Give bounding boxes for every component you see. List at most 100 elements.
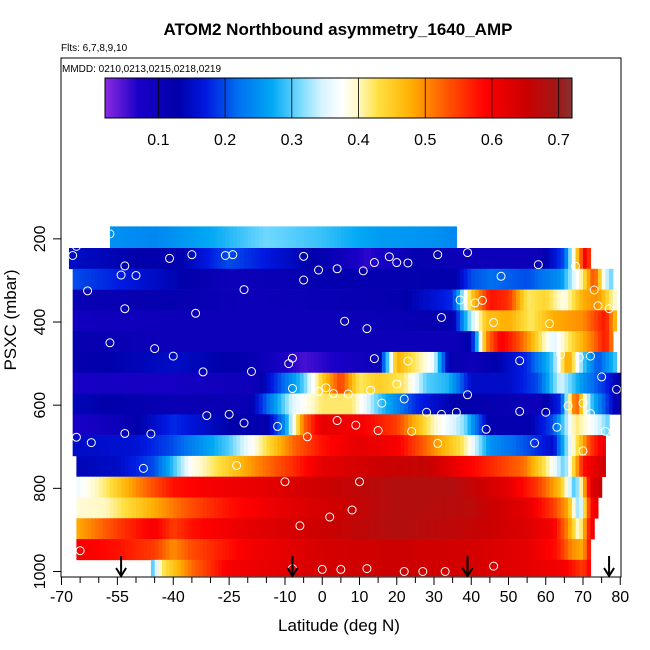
heatmap-cell [456, 268, 461, 290]
heatmap-cell [385, 455, 390, 477]
heatmap-cell [545, 559, 551, 577]
heatmap-cell [158, 435, 163, 457]
heatmap-cell [556, 518, 562, 540]
heatmap-cell [236, 248, 241, 270]
colorbar-segment [122, 78, 126, 118]
heatmap-cell [199, 476, 204, 498]
heatmap-cell [404, 476, 409, 498]
heatmap-cell [210, 289, 215, 311]
colorbar-segment [456, 78, 459, 118]
heatmap-cell [225, 393, 230, 415]
heatmap-cell [270, 476, 275, 498]
heatmap-cell [523, 372, 528, 394]
heatmap-cell [162, 351, 167, 374]
colorbar-segment [470, 78, 473, 118]
heatmap-cell [311, 351, 316, 374]
sample-point [496, 271, 506, 281]
heatmap-cell [255, 351, 260, 374]
heatmap-cell [143, 497, 148, 519]
heatmap-cell [173, 518, 178, 540]
heatmap-cell [221, 497, 226, 519]
colorbar-segment [508, 78, 511, 118]
heatmap-cell [549, 476, 554, 498]
heatmap-cell [210, 248, 215, 270]
heatmap-cell [374, 372, 379, 394]
heatmap-cell [113, 351, 118, 374]
heatmap-cell [311, 414, 316, 436]
heatmap-cell [325, 435, 331, 457]
heatmap-cell [415, 393, 420, 415]
heatmap-cell [363, 476, 368, 498]
heatmap-cell [519, 435, 524, 457]
heatmap-cell [150, 559, 156, 577]
heatmap-cell [530, 331, 536, 353]
heatmap-cell [385, 476, 390, 498]
heatmap-cell [147, 497, 152, 519]
colorbar-segment [162, 78, 166, 118]
heatmap-cell [571, 518, 577, 540]
colorbar-segment [398, 78, 401, 118]
heatmap-cell [303, 351, 308, 374]
heatmap-cell [217, 476, 223, 498]
heatmap-cell [545, 372, 551, 394]
heatmap-cell [307, 497, 312, 519]
heatmap-cell [98, 539, 104, 561]
heatmap-cell [355, 455, 361, 477]
sample-point [343, 389, 353, 399]
heatmap-cell [199, 393, 204, 415]
heatmap-cell [590, 455, 595, 477]
heatmap-cell [184, 414, 189, 436]
heatmap-cell [199, 455, 204, 477]
heatmap-cell [176, 372, 182, 394]
colorbar-segment [178, 78, 182, 118]
heatmap-cell [594, 289, 599, 311]
heatmap-cell [508, 455, 513, 477]
heatmap-cell [318, 539, 323, 561]
heatmap-cell [601, 455, 606, 477]
sample-point [369, 354, 379, 364]
heatmap-cell [117, 351, 122, 374]
heatmap-cell [262, 226, 267, 249]
heatmap-cell [545, 497, 551, 519]
heatmap-cell [139, 268, 145, 290]
heatmap-cell [460, 310, 465, 332]
sample-point [239, 285, 249, 295]
heatmap-cell [344, 414, 349, 436]
colorbar-segment [256, 78, 260, 118]
heatmap-cell [482, 414, 487, 436]
heatmap-cell [474, 518, 480, 540]
heatmap-cell [191, 414, 197, 436]
heatmap-cell [415, 289, 420, 311]
heatmap-cell [210, 518, 215, 540]
heatmap-cell [337, 559, 342, 577]
sample-point [574, 352, 584, 362]
heatmap-cell [530, 455, 536, 477]
heatmap-cell [542, 559, 547, 577]
heatmap-cell [530, 310, 536, 332]
heatmap-cell [411, 435, 416, 457]
heatmap-cell [162, 559, 167, 577]
heatmap-cell [337, 248, 342, 270]
heatmap-cell [463, 372, 469, 394]
heatmap-cell [214, 226, 219, 249]
heatmap-cell [396, 435, 402, 457]
heatmap-cell [385, 310, 390, 332]
heatmap-cell [262, 248, 267, 270]
heatmap-cell [571, 497, 577, 519]
heatmap-cell [456, 455, 461, 477]
heatmap-cell [251, 539, 256, 561]
heatmap-cell [288, 414, 294, 436]
sample-point [433, 250, 443, 260]
heatmap-cell [72, 414, 77, 436]
heatmap-cell [169, 310, 174, 332]
heatmap-cell [467, 455, 472, 477]
heatmap-cell [132, 289, 137, 311]
sample-point [120, 304, 130, 314]
heatmap-cell [240, 351, 245, 374]
heatmap-cell [154, 268, 159, 290]
sample-point [328, 389, 338, 399]
heatmap-cell [251, 268, 256, 290]
heatmap-cell [460, 414, 465, 436]
colorbar-segment [530, 78, 533, 118]
heatmap-cell [285, 476, 290, 498]
